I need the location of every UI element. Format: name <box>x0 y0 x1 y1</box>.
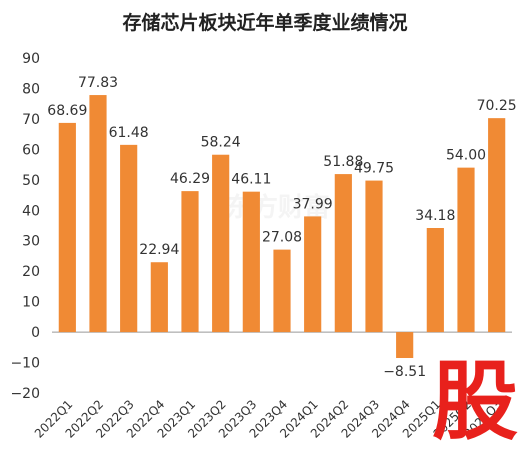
y-tick-label: 50 <box>22 173 40 189</box>
y-tick-label: 0 <box>31 325 40 341</box>
data-label: 77.83 <box>78 75 118 91</box>
y-tick-label: −10 <box>10 356 40 372</box>
y-tick-label: 90 <box>22 51 40 67</box>
y-tick-label: 40 <box>22 203 40 219</box>
bar <box>273 249 291 333</box>
chart-title: 存储芯片板块近年单季度业绩情况 <box>122 12 408 34</box>
y-tick-label: 70 <box>22 112 40 128</box>
bar <box>58 122 76 333</box>
data-label: 61.48 <box>109 125 149 141</box>
bar <box>426 227 444 333</box>
data-label: 49.75 <box>354 161 394 177</box>
bar <box>89 95 107 333</box>
bar <box>242 191 260 333</box>
bars <box>58 95 506 359</box>
y-tick-label: 30 <box>22 234 40 250</box>
bar <box>120 144 138 333</box>
data-label: 46.11 <box>231 172 271 188</box>
data-label: 22.94 <box>139 242 179 258</box>
y-tick-label: 60 <box>22 142 40 158</box>
y-axis: 90 80 70 60 50 40 30 20 10 0 −10 −20 <box>10 51 512 402</box>
bar <box>181 191 199 333</box>
bar <box>334 174 352 333</box>
data-label: 58.24 <box>201 135 241 151</box>
data-label: 70.25 <box>477 98 517 114</box>
bar <box>457 167 475 333</box>
data-label: 51.88 <box>323 154 363 170</box>
data-label: 37.99 <box>293 196 333 212</box>
bar <box>304 216 322 333</box>
bar <box>396 332 414 359</box>
data-label: 54.00 <box>446 148 486 164</box>
data-label: 34.18 <box>415 208 455 224</box>
bar <box>365 180 383 333</box>
y-tick-label: −20 <box>10 386 40 402</box>
bar <box>150 262 168 333</box>
data-label: 27.08 <box>262 230 302 246</box>
bar <box>212 154 230 333</box>
y-tick-label: 80 <box>22 81 40 97</box>
y-tick-label: 20 <box>22 264 40 280</box>
value-labels: 68.69 77.83 61.48 22.94 46.29 58.24 46.11 27.08… <box>47 75 516 380</box>
data-label: 46.29 <box>170 171 210 187</box>
data-label: 68.69 <box>47 103 87 119</box>
y-tick-label: 10 <box>22 295 40 311</box>
data-label: −8.51 <box>383 364 426 380</box>
overlay-stock-icon: 股 <box>432 352 518 452</box>
bar <box>488 118 506 333</box>
